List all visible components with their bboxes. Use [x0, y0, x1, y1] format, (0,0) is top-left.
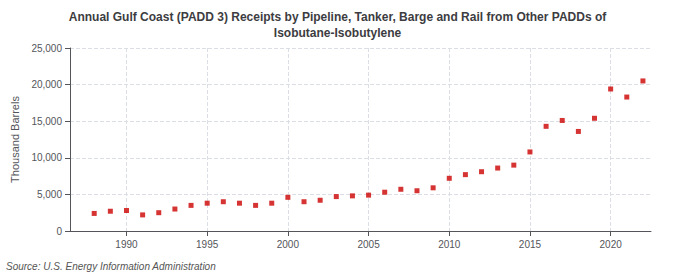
svg-text:0: 0 [56, 226, 62, 237]
svg-text:2010: 2010 [438, 239, 461, 250]
svg-text:Isobutane-Isobutylene: Isobutane-Isobutylene [274, 26, 402, 40]
svg-text:2000: 2000 [277, 239, 300, 250]
svg-text:20,000: 20,000 [31, 79, 62, 90]
svg-text:25,000: 25,000 [31, 43, 62, 54]
svg-text:1995: 1995 [196, 239, 219, 250]
svg-text:Source: U.S. Energy Informatio: Source: U.S. Energy Information Administ… [6, 261, 216, 272]
svg-text:Annual Gulf Coast (PADD 3) Rec: Annual Gulf Coast (PADD 3) Receipts by P… [69, 10, 607, 24]
svg-text:2005: 2005 [357, 239, 380, 250]
svg-text:5,000: 5,000 [37, 189, 62, 200]
svg-text:15,000: 15,000 [31, 116, 62, 127]
svg-text:1990: 1990 [115, 239, 138, 250]
svg-text:2020: 2020 [600, 239, 623, 250]
svg-text:10,000: 10,000 [31, 152, 62, 163]
svg-text:2015: 2015 [519, 239, 542, 250]
svg-text:Thousand Barrels: Thousand Barrels [9, 96, 21, 183]
